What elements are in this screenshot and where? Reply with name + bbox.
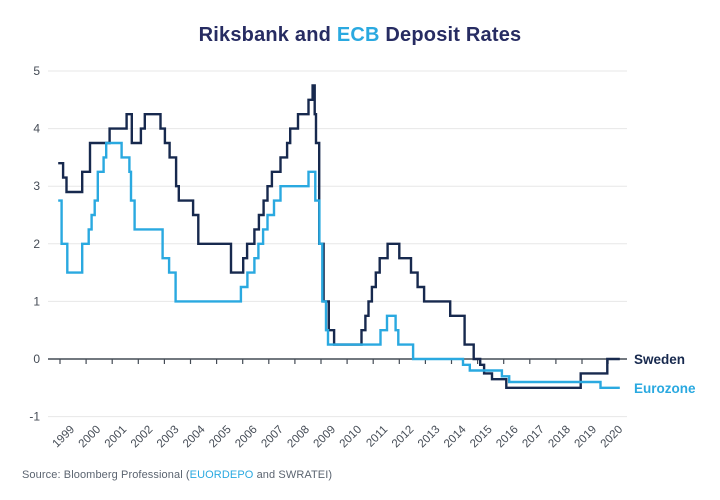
title-riksbank-and: Riksbank and xyxy=(198,24,337,46)
legend-label-eurozone: Eurozone xyxy=(634,381,696,396)
x-axis-year-label: 2017 xyxy=(520,424,547,451)
x-axis-year-label: 2005 xyxy=(207,424,234,451)
x-axis-year-label: 2002 xyxy=(129,424,156,451)
title-deposit-rates: Deposit Rates xyxy=(379,24,522,46)
x-axis-year-label: 1999 xyxy=(51,424,78,451)
source-text-suffix: and SWRATEI) xyxy=(253,469,333,481)
x-axis-year-label: 2000 xyxy=(77,424,104,451)
y-axis-tick-label: -1 xyxy=(29,410,40,424)
x-axis-year-label: 2001 xyxy=(103,424,130,451)
x-axis-year-label: 2004 xyxy=(181,423,208,450)
x-axis-year-label: 2003 xyxy=(155,424,182,451)
x-axis-year-label: 2015 xyxy=(468,424,495,451)
sweden-line xyxy=(58,84,620,389)
eurozone-line xyxy=(58,141,620,389)
x-axis-year-label: 2013 xyxy=(416,424,443,451)
y-axis-tick-label: 5 xyxy=(33,64,40,78)
y-axis-tick-label: 0 xyxy=(33,352,40,366)
y-axis-tick-label: 2 xyxy=(33,237,40,251)
x-axis-year-label: 2011 xyxy=(364,424,390,450)
y-axis-tick-label: 4 xyxy=(33,122,40,136)
source-ticker-link[interactable]: EUORDEPO xyxy=(189,469,254,481)
y-axis-tick-label: 1 xyxy=(33,294,40,308)
title-ecb: ECB xyxy=(336,24,380,46)
x-axis-year-label: 2007 xyxy=(259,424,286,451)
x-axis-year-label: 2006 xyxy=(233,424,260,451)
x-axis-year-label: 2012 xyxy=(390,424,417,451)
x-axis-year-label: 2009 xyxy=(312,424,339,451)
chart-title: Riksbank and ECB Deposit Rates xyxy=(0,24,720,47)
y-axis-tick-label: 3 xyxy=(33,179,40,193)
x-axis-year-label: 2020 xyxy=(599,424,626,451)
x-axis-year-label: 2018 xyxy=(546,424,573,451)
source-note: Source: Bloomberg Professional (EUORDEPO… xyxy=(22,469,332,481)
legend-label-sweden: Sweden xyxy=(634,352,685,367)
x-axis-year-label: 2014 xyxy=(442,423,469,450)
x-axis-year-label: 2016 xyxy=(494,424,521,451)
x-axis-year-label: 2010 xyxy=(338,424,365,451)
x-axis-year-label: 2019 xyxy=(573,424,600,451)
source-text-prefix: Source: Bloomberg Professional ( xyxy=(22,469,190,481)
x-axis-year-label: 2008 xyxy=(285,424,312,451)
